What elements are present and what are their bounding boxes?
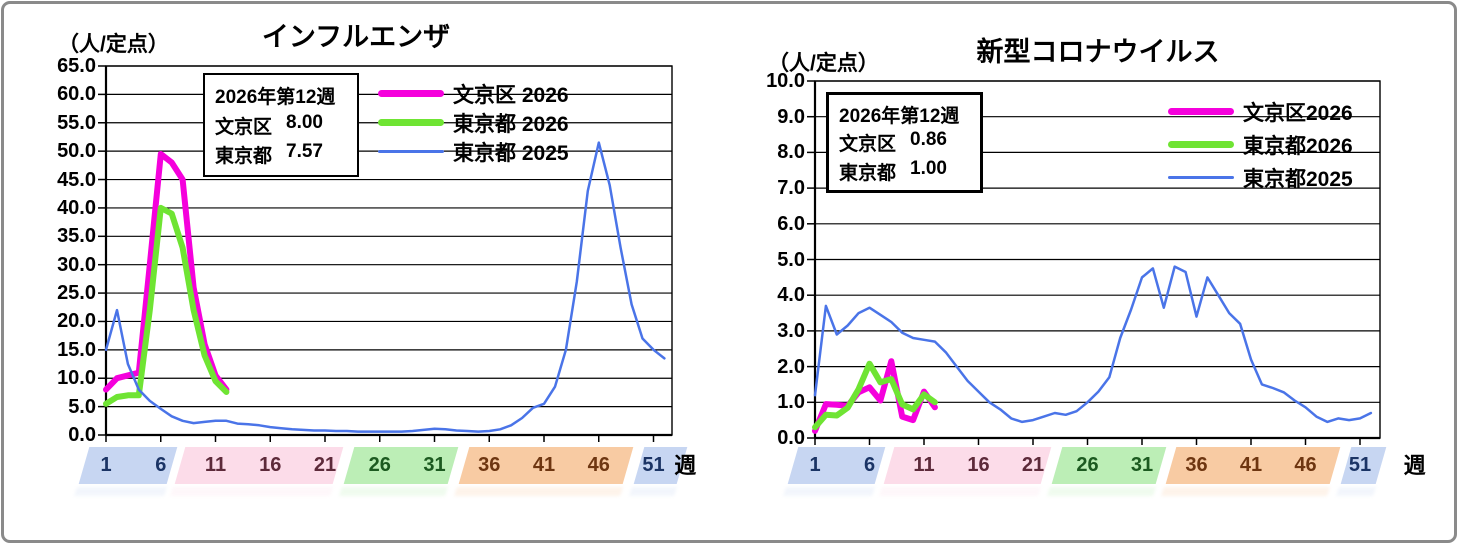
y-tick-label: 2.0 (777, 355, 805, 378)
chart-title-coronavirus: 新型コロナウイルス (976, 37, 1220, 67)
series-line-東京都2026 (812, 360, 938, 431)
y-tick-label: 20.0 (57, 310, 96, 333)
y-axis-unit-label: （人/定点） (58, 33, 169, 56)
chart-title-influenza: インフルエンザ (261, 22, 451, 52)
x-tick-label: 36 (478, 454, 501, 476)
y-axis-unit-label: （人/定点） (768, 52, 879, 75)
y-tick-label: 15.0 (57, 338, 96, 361)
legend-item: 東京都 2025 (378, 137, 569, 166)
info-week-title: 2026年第12週 (215, 86, 336, 108)
y-tick-label: 50.0 (57, 140, 96, 163)
x-tick-label: 21 (1021, 454, 1045, 476)
series-line-東京都 2025 (104, 141, 666, 433)
y-tick-label: 10.0 (57, 367, 96, 390)
y-tick-label: 30.0 (57, 253, 96, 276)
x-axis-season-bands: 1 6 11 16 21 26 31 36 41 46 51 週 (0, 447, 1458, 484)
legend: 文京区2026 東京都2026 東京都2025 (1168, 95, 1353, 194)
y-tick-label: 25.0 (57, 282, 96, 305)
info-area-label: 文京区 (215, 116, 273, 138)
info-area-value: 8.00 (286, 111, 323, 133)
current-week-info-box: 2026年第12週 文京区 0.86 東京都 1.00 (826, 92, 983, 193)
legend-item: 文京区 2026 (378, 79, 569, 108)
y-axis-tick-labels: 0.0 1.0 2.0 3.0 4.0 5.0 6.0 7.0 8.0 9.0 10.0 (735, 0, 805, 544)
info-area-value: 7.57 (286, 141, 323, 163)
y-tick-label: 9.0 (777, 105, 805, 128)
x-tick-label: 21 (313, 454, 337, 476)
info-area-label: 東京都 (215, 146, 273, 168)
legend-item: 東京都 2026 (378, 108, 569, 137)
x-tick-label: 46 (1294, 454, 1317, 476)
legend-swatch-line (1168, 176, 1234, 179)
legend-swatch-line (1168, 108, 1234, 115)
current-week-info-box: 2026年第12週 文京区 8.00 東京都 7.57 (203, 73, 359, 177)
x-axis-season-bands: 1 6 11 16 21 26 31 36 41 46 51 週 (0, 447, 1458, 484)
x-tick-label: 6 (863, 454, 876, 476)
legend-label: 東京都2026 (1243, 134, 1353, 158)
x-tick-label: 51 (642, 454, 665, 476)
info-area-value: 1.00 (910, 157, 947, 179)
legend-label: 東京都 2026 (453, 112, 569, 136)
y-tick-label: 35.0 (57, 225, 96, 248)
legend-label: 東京都 2025 (453, 141, 569, 165)
legend-item: 東京都2026 (1168, 128, 1353, 161)
x-tick-label: 16 (967, 454, 990, 476)
x-tick-label: 36 (1185, 454, 1208, 476)
y-tick-label: 5.0 (777, 248, 805, 271)
info-week-title: 2026年第12週 (839, 105, 960, 127)
legend-swatch-line (378, 150, 444, 153)
x-tick-label: 26 (368, 454, 391, 476)
y-tick-label: 55.0 (57, 111, 96, 134)
info-area-label: 文京区 (839, 134, 897, 155)
x-tick-label: 6 (155, 454, 167, 476)
series-line-東京都2025 (813, 265, 1373, 424)
series-line-東京都 2026 (103, 204, 230, 407)
info-row: 文京区 0.86 (839, 129, 970, 156)
legend-item: 文京区2026 (1168, 95, 1353, 128)
y-tick-label: 0.0 (68, 424, 96, 446)
y-axis-tick-labels: 0.0 5.0 10.0 15.0 20.0 25.0 30.0 35.0 40.0 45.0 50… (26, 0, 96, 544)
y-tick-label: 4.0 (777, 284, 805, 307)
y-tick-label: 6.0 (777, 212, 805, 235)
info-row: 東京都 7.57 (215, 141, 347, 168)
series-line-文京区2026 (812, 358, 938, 434)
y-tick-label: 40.0 (57, 196, 96, 219)
series-line-文京区 2026 (103, 151, 230, 393)
legend-swatch-line (1168, 141, 1234, 148)
legend: 文京区 2026 東京都 2026 東京都 2025 (378, 79, 569, 166)
y-tick-label: 7.0 (777, 177, 805, 200)
x-tick-label: 26 (1076, 454, 1099, 476)
legend-swatch-line (378, 119, 444, 126)
x-tick-label: 1 (100, 454, 112, 476)
info-row: 東京都 1.00 (839, 158, 970, 185)
x-tick-label: 11 (913, 454, 935, 476)
info-row: 文京区 8.00 (215, 112, 347, 139)
y-tick-label: 60.0 (57, 83, 96, 106)
x-tick-label: 46 (587, 454, 610, 476)
legend-swatch-line (378, 90, 444, 97)
x-axis-unit-label: 週 (674, 453, 697, 478)
x-tick-label: 41 (532, 454, 556, 476)
y-tick-label: 3.0 (777, 319, 805, 342)
legend-label: 東京都2025 (1243, 167, 1353, 191)
y-tick-label: 0.0 (777, 427, 805, 449)
x-axis-unit-label: 週 (1403, 453, 1426, 478)
y-tick-label: 5.0 (68, 395, 96, 418)
x-tick-label: 16 (259, 454, 282, 476)
y-tick-label: 45.0 (57, 168, 96, 191)
x-tick-label: 31 (1130, 454, 1154, 476)
info-area-label: 東京都 (839, 162, 897, 184)
legend-label: 文京区 2026 (453, 83, 569, 107)
y-tick-label: 1.0 (777, 391, 805, 414)
legend-label: 文京区2026 (1243, 101, 1353, 125)
x-tick-label: 41 (1239, 454, 1263, 476)
x-tick-label: 51 (1348, 454, 1372, 476)
y-tick-label: 65.0 (57, 55, 96, 77)
x-tick-label: 31 (423, 454, 446, 476)
y-tick-label: 8.0 (777, 141, 805, 164)
info-area-value: 0.86 (910, 129, 947, 150)
x-tick-label: 11 (204, 454, 227, 476)
y-tick-label: 10.0 (766, 70, 805, 92)
x-tick-label: 1 (809, 454, 821, 476)
legend-item: 東京都2025 (1168, 161, 1353, 194)
